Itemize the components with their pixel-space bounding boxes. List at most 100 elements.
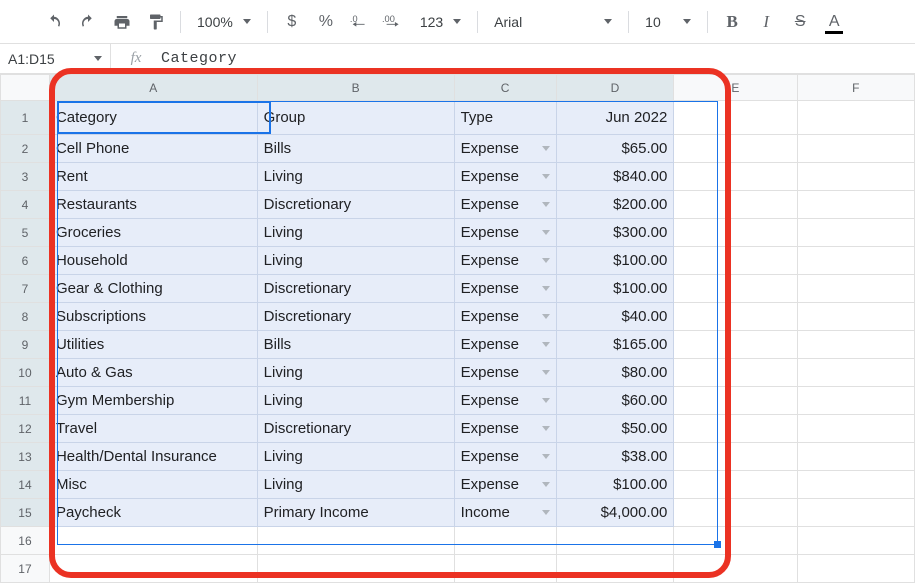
spreadsheet-grid[interactable]: A B C D E F 1CategoryGroupTypeJun 20222C… [0,74,915,583]
cell-dropdown[interactable]: Income [454,499,556,527]
cell[interactable]: Living [257,219,454,247]
formula-bar-input[interactable]: Category [161,50,915,67]
name-box[interactable]: A1:D15 [0,51,110,67]
cell[interactable]: Living [257,471,454,499]
cell[interactable] [797,219,914,247]
row-header[interactable]: 12 [1,415,50,443]
cell[interactable] [797,101,914,135]
number-format-dropdown[interactable]: 123 [414,14,467,30]
cell[interactable]: $100.00 [556,471,674,499]
cell[interactable]: $300.00 [556,219,674,247]
row-header[interactable]: 5 [1,219,50,247]
cell[interactable]: Discretionary [257,191,454,219]
cell[interactable] [797,555,914,583]
cell[interactable]: Auto & Gas [49,359,257,387]
cell[interactable] [797,135,914,163]
percent-format-icon[interactable]: % [312,8,340,36]
cell[interactable] [674,101,797,135]
row-header[interactable]: 16 [1,527,50,555]
cell[interactable] [797,415,914,443]
row-header[interactable]: 1 [1,101,50,135]
bold-button[interactable]: B [718,8,746,36]
cell[interactable] [797,163,914,191]
cell[interactable] [674,359,797,387]
cell[interactable]: Living [257,163,454,191]
cell[interactable] [49,555,257,583]
cell[interactable] [797,527,914,555]
cell[interactable] [797,471,914,499]
cell[interactable]: Living [257,247,454,275]
cell[interactable]: Type [454,101,556,135]
cell[interactable]: $100.00 [556,275,674,303]
cell-dropdown[interactable]: Expense [454,387,556,415]
undo-icon[interactable] [40,8,68,36]
cell-dropdown[interactable]: Expense [454,331,556,359]
cell[interactable]: Bills [257,135,454,163]
cell[interactable] [797,275,914,303]
cell[interactable] [674,331,797,359]
cell[interactable]: Subscriptions [49,303,257,331]
cell[interactable] [797,191,914,219]
cell[interactable]: $4,000.00 [556,499,674,527]
cell[interactable] [797,359,914,387]
print-icon[interactable] [108,8,136,36]
cell-dropdown[interactable]: Expense [454,191,556,219]
cell-dropdown[interactable]: Expense [454,359,556,387]
cell[interactable] [257,555,454,583]
cell[interactable]: Utilities [49,331,257,359]
cell[interactable]: $840.00 [556,163,674,191]
cell[interactable]: Category [49,101,257,135]
row-header[interactable]: 15 [1,499,50,527]
column-header[interactable]: C [454,75,556,101]
column-header[interactable]: E [674,75,797,101]
cell[interactable]: Discretionary [257,415,454,443]
cell[interactable] [797,387,914,415]
cell[interactable] [556,555,674,583]
cell[interactable]: Travel [49,415,257,443]
cell-dropdown[interactable]: Expense [454,163,556,191]
cell[interactable]: $50.00 [556,415,674,443]
row-header[interactable]: 17 [1,555,50,583]
column-header[interactable]: B [257,75,454,101]
fontsize-dropdown[interactable]: 10 [639,14,697,30]
cell[interactable]: Gear & Clothing [49,275,257,303]
cell[interactable]: Discretionary [257,303,454,331]
cell[interactable]: Health/Dental Insurance [49,443,257,471]
cell[interactable] [454,527,556,555]
cell[interactable]: $100.00 [556,247,674,275]
cell[interactable]: Paycheck [49,499,257,527]
cell[interactable] [454,555,556,583]
select-all-corner[interactable] [1,75,50,101]
cell[interactable]: Restaurants [49,191,257,219]
cell[interactable] [49,527,257,555]
row-header[interactable]: 3 [1,163,50,191]
cell[interactable] [797,499,914,527]
row-header[interactable]: 4 [1,191,50,219]
cell[interactable] [674,471,797,499]
cell[interactable]: Cell Phone [49,135,257,163]
cell-dropdown[interactable]: Expense [454,219,556,247]
cell-dropdown[interactable]: Expense [454,471,556,499]
cell[interactable] [674,499,797,527]
cell[interactable]: Groceries [49,219,257,247]
decrease-decimal-icon[interactable]: .0 [346,8,374,36]
cell[interactable] [674,247,797,275]
text-color-button[interactable]: A [820,8,848,36]
row-header[interactable]: 8 [1,303,50,331]
row-header[interactable]: 7 [1,275,50,303]
row-header[interactable]: 6 [1,247,50,275]
italic-button[interactable]: I [752,8,780,36]
cell[interactable]: Living [257,387,454,415]
cell[interactable] [674,527,797,555]
cell-dropdown[interactable]: Expense [454,443,556,471]
cell[interactable]: $60.00 [556,387,674,415]
increase-decimal-icon[interactable]: .00 [380,8,408,36]
cell[interactable] [674,415,797,443]
cell[interactable]: Rent [49,163,257,191]
cell-dropdown[interactable]: Expense [454,275,556,303]
column-header[interactable]: D [556,75,674,101]
cell[interactable] [797,303,914,331]
column-header[interactable]: F [797,75,914,101]
row-header[interactable]: 11 [1,387,50,415]
cell[interactable]: Living [257,359,454,387]
